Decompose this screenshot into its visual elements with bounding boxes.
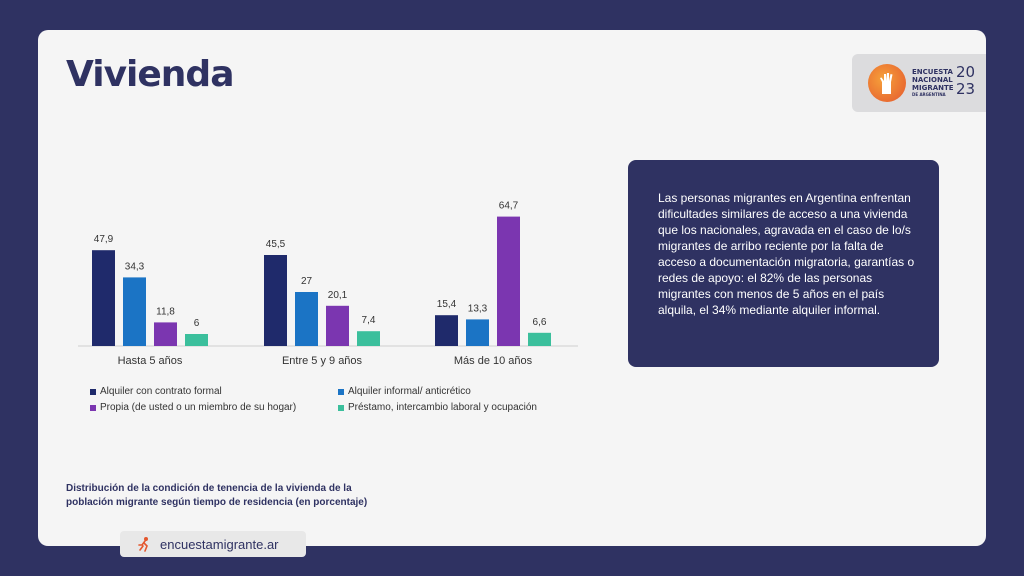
website-url: encuestamigrante.ar [160,537,279,552]
legend-item: Alquiler informal/ anticrético [338,386,471,397]
content-card: Vivienda ENCUESTA NACIONAL MIGRANTE DE A… [38,30,986,546]
logo-line-4: DE ARGENTINA [912,92,946,97]
logo-year-top: 20 [956,63,976,81]
data-label: 7,4 [362,315,376,326]
runner-icon [138,537,148,552]
bar [92,250,115,346]
bar [435,315,458,346]
tenure-bar-chart: 47,9 34,3 11,8 6 Hasta 5 años 45,5 27 20,1 7,4 En… [78,201,578,367]
legend-item: Alquiler con contrato formal [90,386,222,397]
data-label: 47,9 [94,234,114,245]
data-label: 34,3 [125,261,145,272]
raised-hand-icon [880,73,893,94]
logo-line-3: MIGRANTE [912,84,954,92]
info-box: Las personas migrantes en Argentina enfr… [628,160,939,367]
data-label: 6,6 [533,317,547,328]
data-label: 20,1 [328,290,348,301]
category-label: Entre 5 y 9 años [282,355,363,367]
bar [123,277,146,346]
legend-swatch [338,388,344,395]
data-label: 11,8 [156,306,175,317]
data-label: 6 [194,318,200,329]
data-label: 64,7 [499,201,519,212]
bar [154,322,177,346]
legend-item: Propia (de usted o un miembro de su hoga… [90,402,296,413]
logo-year-bottom: 23 [956,80,976,98]
data-label: 27 [301,276,313,287]
website-link[interactable]: encuestamigrante.ar [120,531,306,557]
legend-swatch [90,404,96,411]
chart-legend: Alquiler con contrato formal Alquiler inf… [90,386,570,426]
legend-label: Préstamo, intercambio laboral y ocupació… [348,402,537,413]
logo-line-2: NACIONAL [912,76,953,84]
category-label: Más de 10 años [454,355,533,367]
page-title: Vivienda [66,54,234,95]
bar [357,331,380,346]
logo-year: 20 23 [956,64,975,98]
logo-wordmark: ENCUESTA NACIONAL MIGRANTE DE ARGENTINA [912,68,954,98]
bar [528,332,551,346]
legend-item: Préstamo, intercambio laboral y ocupació… [338,402,537,413]
logo-line-1: ENCUESTA [912,68,953,76]
category-label: Hasta 5 años [118,355,183,367]
bar [326,305,349,346]
legend-swatch [90,388,96,395]
legend-label: Alquiler informal/ anticrético [348,386,471,397]
bar [497,216,520,346]
legend-swatch [338,404,344,411]
bar [466,319,489,346]
info-text: Las personas migrantes en Argentina enfr… [658,191,915,317]
legend-label: Propia (de usted o un miembro de su hoga… [100,402,297,413]
data-label: 15,4 [437,299,457,310]
bar [295,292,318,346]
bar [185,334,208,346]
data-label: 45,5 [266,239,286,250]
survey-logo: ENCUESTA NACIONAL MIGRANTE DE ARGENTINA … [852,54,986,112]
legend-label: Alquiler con contrato formal [100,386,222,397]
data-label: 13,3 [468,303,488,314]
bar [264,255,287,346]
chart-caption: Distribución de la condición de tenencia… [66,483,368,508]
